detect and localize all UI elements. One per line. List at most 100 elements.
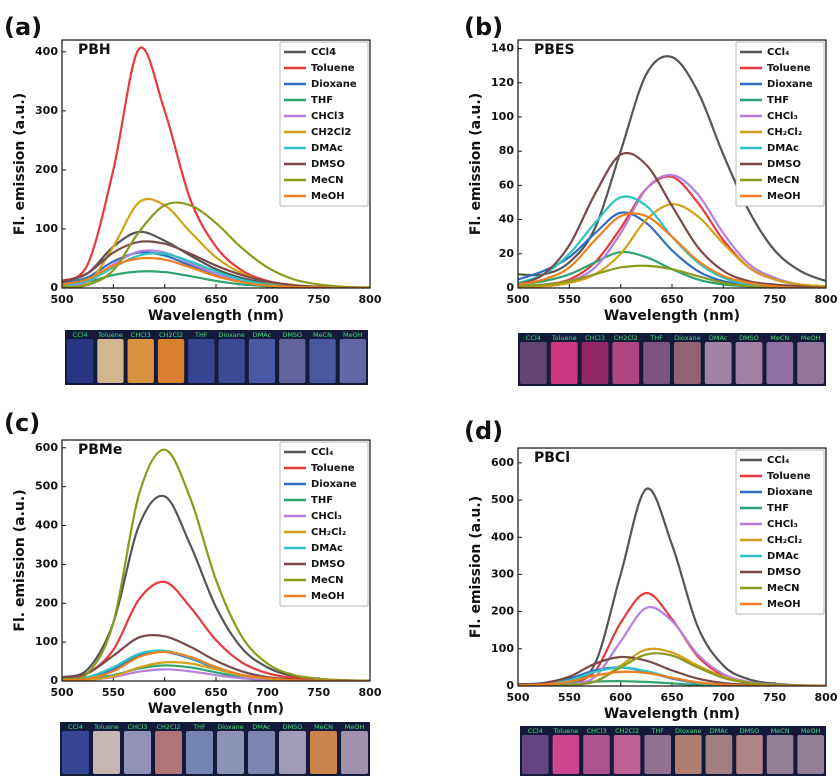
y-tick-label: 300 bbox=[491, 567, 514, 580]
y-tick-label: 120 bbox=[491, 76, 514, 89]
spectrum-line bbox=[518, 203, 826, 288]
vial bbox=[797, 342, 824, 384]
vial-label: MeOH bbox=[801, 727, 821, 735]
x-tick-label: 700 bbox=[712, 691, 735, 704]
y-tick-label: 100 bbox=[35, 635, 58, 648]
y-tick-label: 40 bbox=[499, 213, 515, 226]
x-tick-label: 600 bbox=[609, 293, 632, 306]
vial-label: Dioxane bbox=[218, 331, 245, 339]
vial-label: CHCl3 bbox=[131, 331, 151, 339]
plot-frame bbox=[61, 439, 371, 682]
vial bbox=[310, 731, 337, 774]
x-tick-label: 750 bbox=[307, 293, 330, 306]
legend-label: THF bbox=[311, 495, 333, 506]
vial-label: THF bbox=[194, 331, 208, 339]
vial-label: DMSO bbox=[739, 334, 759, 342]
vial bbox=[735, 342, 763, 384]
legend-label: DMSO bbox=[767, 567, 801, 578]
plot-frame bbox=[517, 39, 827, 289]
vial bbox=[520, 342, 547, 384]
x-tick-label: 800 bbox=[359, 686, 382, 699]
vial bbox=[766, 342, 794, 384]
vial-label: DMSO bbox=[282, 331, 302, 339]
x-tick-label: 650 bbox=[205, 686, 228, 699]
spectrum-line bbox=[62, 201, 370, 288]
x-tick-label: 650 bbox=[661, 293, 684, 306]
vial-label: DMAc bbox=[253, 331, 272, 339]
legend-label: Dioxane bbox=[767, 487, 813, 498]
panel-label: (a) bbox=[4, 13, 42, 41]
y-tick-label: 400 bbox=[491, 530, 514, 543]
x-tick-label: 750 bbox=[763, 293, 786, 306]
legend-label: MeCN bbox=[311, 175, 343, 186]
legend-label: CH2Cl2 bbox=[311, 127, 351, 138]
vial bbox=[644, 735, 671, 774]
spectrum-line bbox=[62, 664, 370, 681]
legend-label: CHCl₃ bbox=[767, 519, 798, 530]
x-tick-label: 550 bbox=[102, 686, 125, 699]
y-tick-label: 0 bbox=[50, 674, 58, 687]
y-axis-label: Fl. emission (a.u.) bbox=[468, 93, 484, 235]
chart-title: PBMe bbox=[78, 442, 122, 458]
vial bbox=[93, 731, 120, 774]
legend-box bbox=[279, 441, 369, 607]
vial-label: Toluene bbox=[552, 727, 578, 735]
vial-label: CHCl3 bbox=[585, 334, 605, 342]
legend-box bbox=[735, 41, 825, 207]
legend-label: DMSO bbox=[767, 159, 801, 170]
vial-label: DMAc bbox=[709, 334, 728, 342]
legend-label: CHCl₃ bbox=[311, 511, 342, 522]
y-tick-label: 200 bbox=[35, 163, 58, 176]
legend-label: DMAc bbox=[311, 143, 343, 154]
legend-label: MeOH bbox=[311, 591, 345, 602]
legend-label: Toluene bbox=[767, 471, 811, 482]
vial bbox=[341, 731, 368, 774]
y-tick-label: 200 bbox=[491, 605, 514, 618]
y-tick-label: 0 bbox=[50, 281, 58, 294]
x-tick-label: 750 bbox=[307, 686, 330, 699]
vial-label: DMSO bbox=[740, 727, 760, 735]
x-axis-label: Wavelength (nm) bbox=[604, 308, 740, 324]
vial-label: CHCl3 bbox=[587, 727, 607, 735]
legend-label: MeCN bbox=[767, 583, 799, 594]
vial bbox=[97, 339, 124, 383]
x-tick-label: 750 bbox=[763, 691, 786, 704]
spectrum-line bbox=[518, 212, 826, 288]
vial bbox=[339, 339, 366, 383]
x-tick-label: 600 bbox=[153, 293, 176, 306]
legend-box bbox=[279, 41, 369, 207]
y-tick-label: 300 bbox=[35, 104, 58, 117]
vial bbox=[797, 735, 824, 774]
legend-label: CHCl3 bbox=[311, 111, 344, 122]
vial-label: CCl4 bbox=[68, 723, 83, 731]
vial-label: MeCN bbox=[314, 723, 333, 731]
vial-label: CCl4 bbox=[526, 334, 541, 342]
legend-label: DMAc bbox=[767, 551, 799, 562]
vial bbox=[552, 735, 580, 774]
panel-label: (c) bbox=[4, 409, 40, 437]
vial bbox=[613, 735, 641, 774]
x-tick-label: 550 bbox=[102, 293, 125, 306]
vial-label: CH2Cl2 bbox=[159, 331, 183, 339]
legend-label: Toluene bbox=[311, 63, 355, 74]
x-tick-label: 800 bbox=[815, 293, 838, 306]
vial bbox=[279, 731, 306, 774]
x-tick-label: 500 bbox=[51, 293, 74, 306]
legend-label: CCl4 bbox=[311, 47, 336, 58]
vial bbox=[248, 731, 275, 774]
vial-label: CH2Cl2 bbox=[615, 727, 639, 735]
y-tick-label: 0 bbox=[506, 679, 514, 692]
legend-label: DMAc bbox=[311, 543, 343, 554]
vial bbox=[309, 339, 336, 383]
vial-label: Dioxane bbox=[674, 334, 701, 342]
x-tick-label: 600 bbox=[153, 686, 176, 699]
y-tick-label: 500 bbox=[35, 480, 58, 493]
vial-label: MeCN bbox=[771, 727, 790, 735]
vial-label: Toluene bbox=[551, 334, 577, 342]
vial-label: CCl4 bbox=[528, 727, 543, 735]
vial bbox=[583, 735, 610, 774]
legend-label: Dioxane bbox=[767, 79, 813, 90]
legend-label: CCl₄ bbox=[767, 47, 790, 58]
x-tick-label: 650 bbox=[205, 293, 228, 306]
vial bbox=[218, 339, 245, 383]
